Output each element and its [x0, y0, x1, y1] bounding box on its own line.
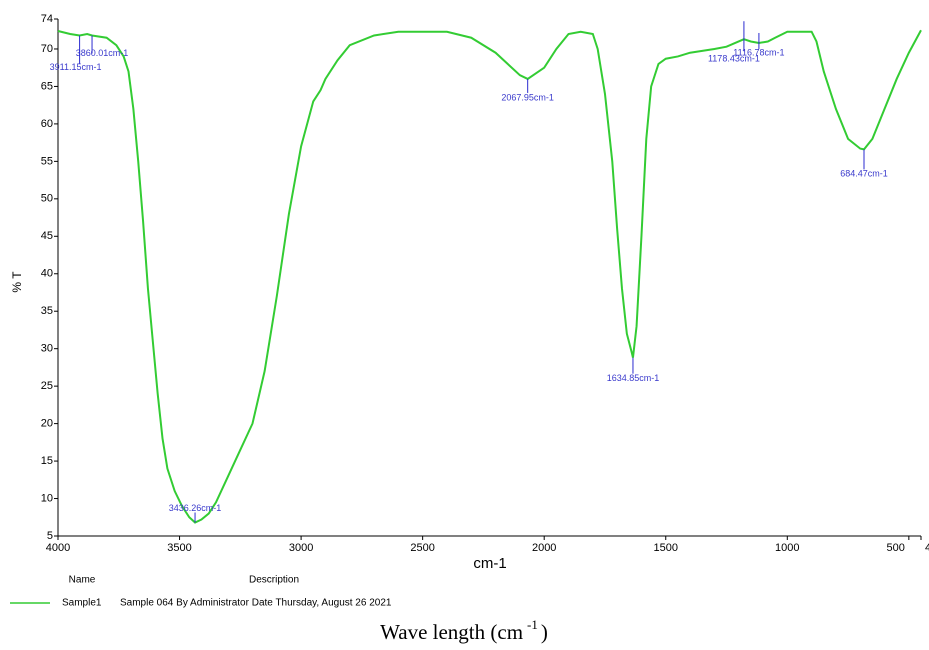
- x-tick-label: 4000: [46, 542, 70, 554]
- y-tick-label: 35: [41, 305, 53, 317]
- y-tick-label: 55: [41, 155, 53, 167]
- x-tick-label: 500: [886, 542, 904, 554]
- caption-superscript: -1: [527, 617, 538, 632]
- y-tick-label: 50: [41, 193, 53, 205]
- y-tick-label: 70: [41, 43, 53, 55]
- y-tick-label: 60: [41, 118, 53, 130]
- caption-end: ): [541, 620, 548, 644]
- legend-label: Sample1: [62, 598, 102, 609]
- peak-label: 3860.01cm-1: [76, 48, 129, 58]
- x-tick-label: 2500: [410, 542, 434, 554]
- x-tick-label: 3500: [167, 542, 191, 554]
- spectrum-line: [57, 29, 922, 524]
- peak-label: 684.47cm-1: [840, 169, 888, 179]
- x-tick-label: 1500: [654, 542, 678, 554]
- y-tick-label: 40: [41, 268, 53, 280]
- y-tick-label: 74: [41, 13, 53, 25]
- caption-text: Wave length (cm: [380, 620, 523, 644]
- caption: Wave length (cm -1): [380, 617, 548, 644]
- x-tick-label: 3000: [289, 542, 313, 554]
- x-tick-label: 2000: [532, 542, 556, 554]
- y-tick-label: 5: [47, 530, 53, 542]
- peak-label: 1634.85cm-1: [607, 373, 660, 383]
- y-tick-label: 10: [41, 492, 53, 504]
- x-tick-label: 450: [925, 542, 929, 554]
- x-axis-label: cm-1: [473, 555, 506, 572]
- y-tick-label: 15: [41, 455, 53, 467]
- legend-header: Description: [249, 575, 299, 586]
- legend-header: Name: [69, 575, 96, 586]
- y-tick-label: 25: [41, 380, 53, 392]
- y-tick-label: 30: [41, 343, 53, 355]
- y-tick-label: 45: [41, 230, 53, 242]
- y-axis-label: % T: [10, 271, 24, 293]
- peak-label: 3436.26cm-1: [169, 503, 222, 513]
- x-tick-label: 1000: [775, 542, 799, 554]
- peak-label: 2067.95cm-1: [501, 92, 554, 102]
- peak-label: 1178.43cm-1: [708, 54, 760, 64]
- peak-label: 1116.78cm-1: [733, 47, 784, 57]
- y-tick-label: 65: [41, 80, 53, 92]
- legend-description: Sample 064 By Administrator Date Thursda…: [120, 598, 392, 609]
- y-tick-label: 20: [41, 418, 53, 430]
- peak-label: 3911.15cm-1: [50, 62, 102, 72]
